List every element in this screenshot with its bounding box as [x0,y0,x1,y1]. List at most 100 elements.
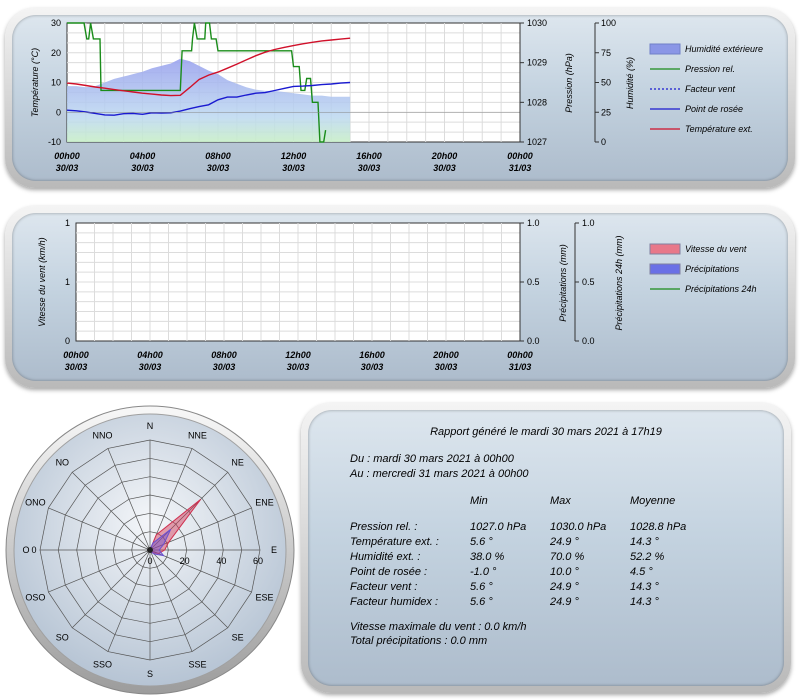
legend-label: Pression rel. [685,64,735,74]
date-tick-label: 30/03 [131,163,154,173]
legend-label: Facteur vent [685,84,736,94]
rose-center [147,547,153,553]
humidity-tick-label: 0 [601,137,606,147]
date-tick-label: 30/03 [213,362,236,372]
rose-spoke [149,507,252,551]
precip-tick-label: 1.0 [527,218,540,228]
legend-label: Température ext. [685,124,753,134]
humidity-tick-label: 25 [601,107,611,117]
report-cell-min: 1027.0 hPa [470,521,527,533]
time-tick-label: 12h00 [281,151,307,161]
report-cell-min: 5.6 ° [470,581,493,593]
humidity-tick-label: 75 [601,48,611,58]
date-tick-label: 30/03 [65,362,88,372]
rose-direction-label: ESE [256,592,274,602]
report-cell-max: 10.0 ° [550,566,579,578]
report-title: Rapport généré le mardi 30 mars 2021 à 1… [430,426,662,438]
date-tick-label: 30/03 [139,362,162,372]
time-tick-label: 00h00 [54,151,80,161]
time-tick-label: 12h00 [285,350,311,360]
wind-rose: N NNE NE ENE E ESE SE SSE S SSO SO OSO O ONO NO NNO 0 20 4… [5,405,295,695]
wind-tick-label: 1 [65,277,70,287]
rose-direction-label: N [147,421,154,431]
precip-tick-label: 0.0 [527,336,540,346]
rose-direction-label: S [147,669,153,679]
rose-direction-label: NO [56,457,70,467]
rose-spoke [71,549,151,629]
date-tick-label: 30/03 [361,362,384,372]
time-tick-label: 08h00 [211,350,237,360]
temperature-tick-label: 10 [51,78,61,88]
precip24-tick-label: 1.0 [582,218,595,228]
report-cell-max: 70.0 % [550,551,585,563]
wind-tick-label: 0 [65,336,70,346]
report-cell-max: 24.9 ° [550,581,579,593]
pressure-tick-label: 1030 [527,18,547,28]
time-tick-label: 20h00 [432,350,459,360]
rose-direction-label: NE [231,457,244,467]
time-tick-label: 20h00 [431,151,458,161]
time-tick-label: 04h00 [130,151,156,161]
legend-label: Point de rosée [685,104,743,114]
wind-precip-chart: 1 1 0 Vitesse du vent (km/h) 1.0 0.5 0.0 Précip… [37,218,757,372]
wind-tick-label: 1 [65,218,70,228]
report-cell-min: -1.0 ° [470,566,497,578]
wind-axis-label: Vitesse du vent (km/h) [37,237,47,326]
rose-radial-tick: 0 [147,556,152,566]
temperature-tick-label: 20 [51,48,61,58]
legend-swatch [649,43,681,55]
report-cell-label: Pression rel. : [350,521,418,533]
humidity-axis-label: Humidité (%) [625,57,635,109]
report-cell-avg: 52.2 % [630,551,665,563]
humidity-area [67,58,351,143]
rose-spoke [107,549,151,652]
rose-direction-label: O [22,545,29,555]
rose-spoke [149,549,229,629]
precip-tick-label: 0.5 [527,277,540,287]
date-tick-label: 30/03 [207,163,230,173]
temperature-tick-label: -10 [48,137,61,147]
time-tick-label: 00h00 [63,350,89,360]
rose-spoke [149,471,229,551]
pressure-tick-label: 1028 [527,97,547,107]
report-cell-avg: 14.3 ° [630,536,659,548]
report-cell-min: 5.6 ° [470,596,493,608]
time-tick-label: 16h00 [356,151,382,161]
rose-radial-tick: 60 [253,556,263,566]
rose-direction-label: OSO [25,592,45,602]
date-tick-label: 30/03 [56,163,79,173]
legend-label: Vitesse du vent [685,244,747,254]
report-cell-label: Facteur humidex : [350,596,439,608]
rose-spoke [149,549,252,593]
date-tick-label: 30/03 [282,163,305,173]
legend-swatch [649,243,681,255]
report-cell-label: Humidité ext. : [350,551,421,563]
report-header-min: Min [470,495,488,507]
precip24-tick-label: 0.5 [582,277,595,287]
report-cell-max: 24.9 ° [550,596,579,608]
rose-spoke [48,549,151,593]
report-cell-min: 38.0 % [470,551,505,563]
report-to: Au : mercredi 31 mars 2021 à 00h00 [350,468,529,480]
rose-series-blue [149,528,172,557]
legend-label: Humidité extérieure [685,44,763,54]
temperature-tick-label: 30 [51,18,61,28]
report-cell-min: 5.6 ° [470,536,493,548]
report: Rapport généré le mardi 30 mars 2021 à 1… [301,403,791,693]
pressure-tick-label: 1029 [527,58,547,68]
report-cell-avg: 1028.8 hPa [630,521,687,533]
rose-radial-tick: 20 [180,556,190,566]
report-cell-label: Température ext. : [350,536,439,548]
rose-radial-tick: 40 [216,556,226,566]
temperature-line [66,37,351,97]
rose-direction-label: SSO [93,660,112,670]
legend-label: Précipitations 24h [685,284,757,294]
date-tick-label: 31/03 [509,163,532,173]
pressure-tick-label: 1027 [527,137,547,147]
legend-swatch [649,263,681,275]
report-header-max: Max [550,495,571,507]
date-tick-label: 31/03 [509,362,532,372]
time-tick-label: 04h00 [137,350,163,360]
rose-direction-label: NNE [188,430,207,440]
temperature-panel: 30 20 10 0 -10 Température (°C) 1030 1029 1028 10… [5,8,795,188]
